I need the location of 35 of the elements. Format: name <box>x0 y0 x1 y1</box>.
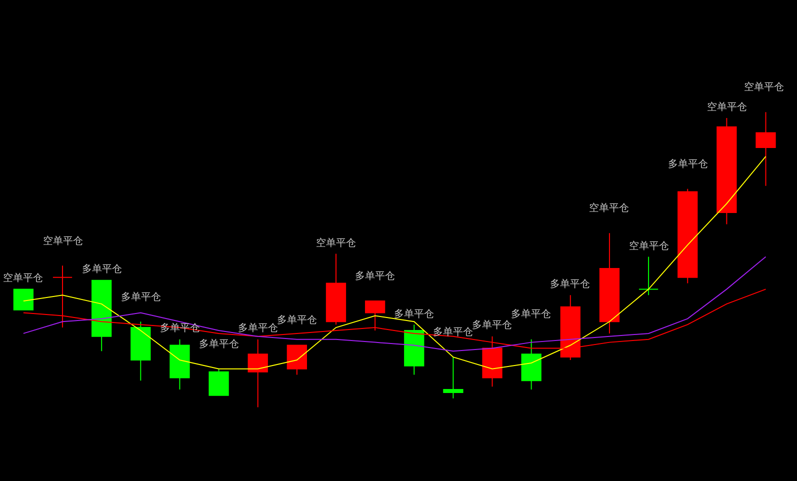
text: 空单平仓 <box>744 81 784 93</box>
annotation: 空单平仓 <box>3 272 43 284</box>
annotation: 多单平仓 <box>511 308 551 320</box>
annotation: 多单平仓 <box>550 278 590 290</box>
annotation: 空单平仓 <box>589 202 629 214</box>
candlestick <box>92 280 112 352</box>
annotation: 空单平仓 <box>316 237 356 249</box>
candlestick <box>521 338 542 390</box>
annotation: 多单平仓 <box>82 263 122 275</box>
annotation: 空单平仓 <box>629 240 669 252</box>
annotation: 空单平仓 <box>707 101 747 113</box>
candlestick <box>286 344 307 376</box>
candlestick <box>716 118 737 225</box>
annotation: 多单平仓 <box>355 270 395 282</box>
annotation: 多单平仓 <box>238 322 278 334</box>
annotation: 多单平仓 <box>472 319 512 331</box>
candlestick <box>756 112 776 186</box>
candlestick <box>599 232 620 334</box>
candlestick <box>404 324 424 376</box>
candlestick <box>170 338 190 390</box>
candlestick <box>678 188 698 284</box>
candlestick <box>443 356 464 399</box>
annotation: 多单平仓 <box>394 308 434 320</box>
annotation: 多单平仓 <box>199 338 239 350</box>
annotation: 空单平仓 <box>43 235 83 247</box>
candlestick <box>638 256 659 296</box>
candlestick <box>208 368 229 396</box>
candlestick <box>130 321 151 382</box>
annotation: 多单平仓 <box>668 158 708 170</box>
candlestick <box>326 253 346 326</box>
annotation: 多单平仓 <box>121 291 161 303</box>
candlestick <box>364 300 386 331</box>
candlestick <box>248 338 268 408</box>
annotation: 多单平仓 <box>277 314 317 326</box>
candlestick <box>13 288 34 310</box>
